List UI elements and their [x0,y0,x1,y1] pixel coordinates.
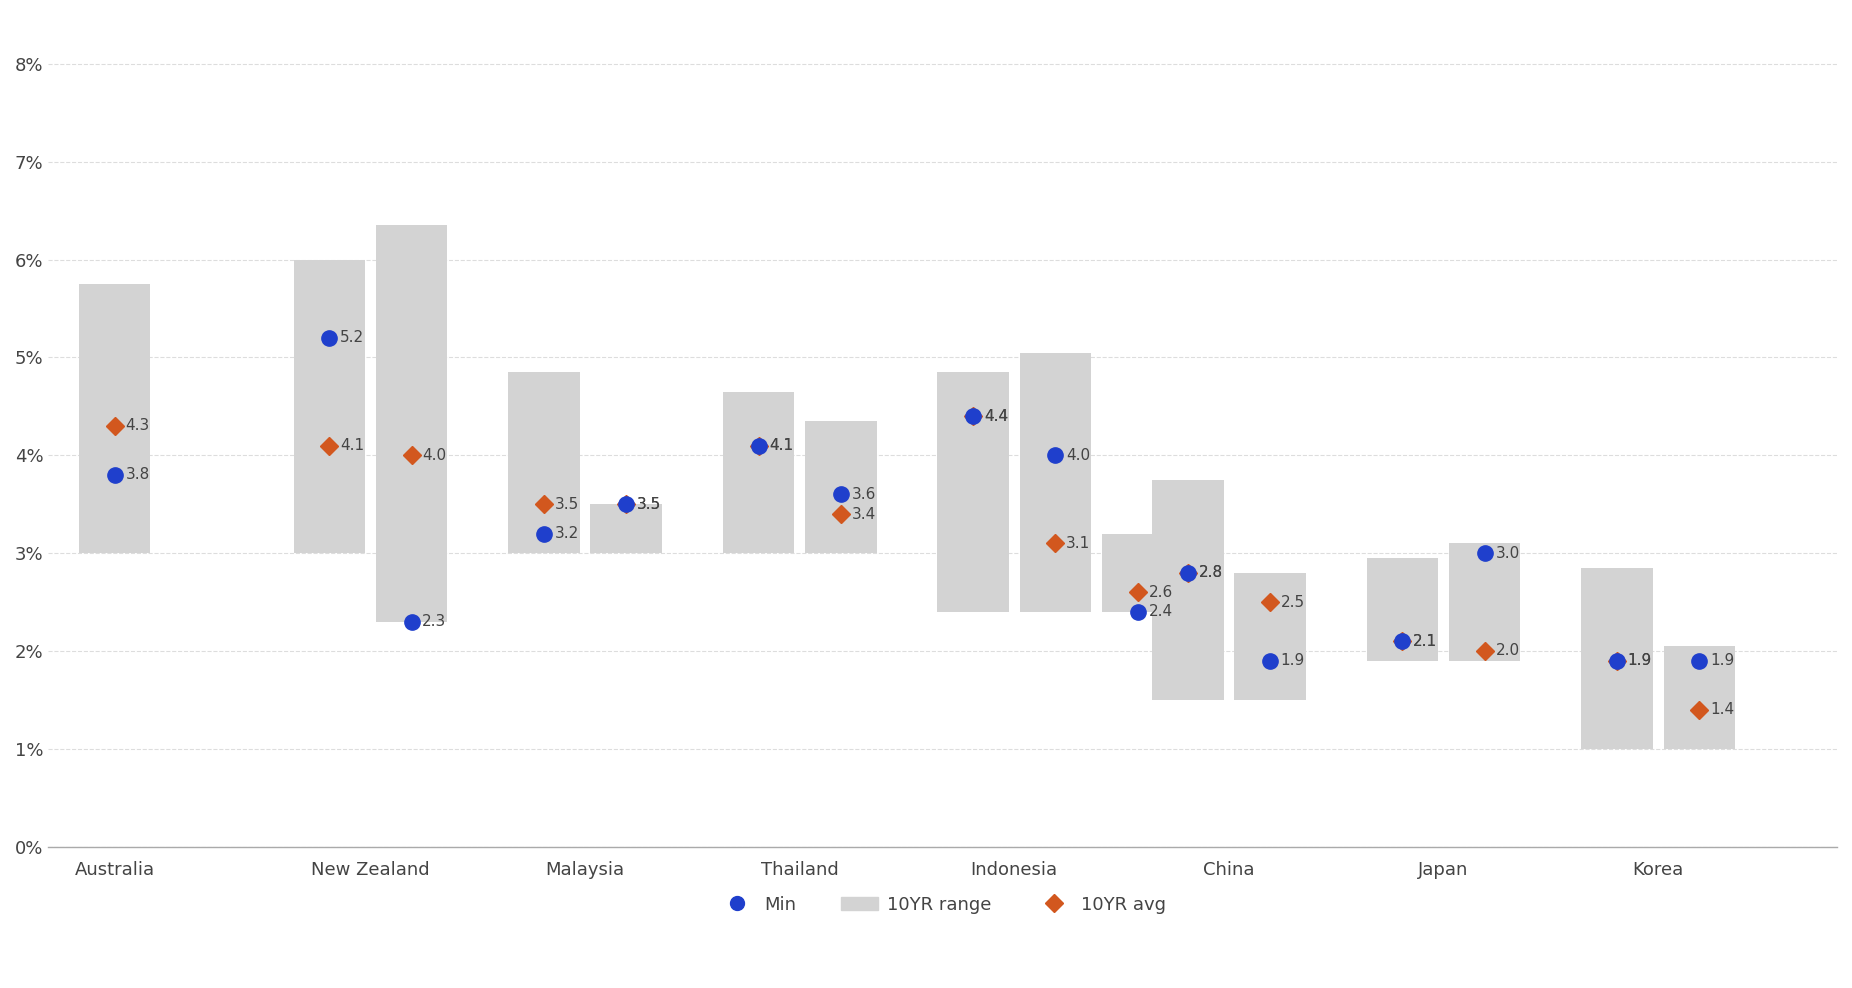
Text: 3.5: 3.5 [554,497,580,512]
Text: 4.4: 4.4 [983,409,1007,424]
Text: 4.3: 4.3 [126,419,150,434]
Bar [722,391,795,553]
Bar [806,421,876,553]
Text: 3.0: 3.0 [1495,545,1520,560]
Text: 2.5: 2.5 [1282,595,1306,610]
Text: 1.9: 1.9 [1628,653,1652,668]
Text: 2.8: 2.8 [1198,565,1222,580]
Text: 4.0: 4.0 [422,448,446,462]
Text: 3.6: 3.6 [852,487,876,502]
Bar [293,260,365,553]
Text: 2.8: 2.8 [1198,565,1222,580]
Text: 4.1: 4.1 [769,438,793,453]
Text: 4.0: 4.0 [1067,448,1091,462]
Text: 5.2: 5.2 [341,330,365,346]
Text: 4.1: 4.1 [769,438,793,453]
Text: 2.4: 2.4 [1148,605,1172,619]
Text: 3.5: 3.5 [637,497,661,512]
Bar [80,285,150,553]
Bar [1102,534,1174,612]
Bar [1233,573,1306,700]
Text: 1.4: 1.4 [1709,702,1733,717]
Text: 3.4: 3.4 [852,507,876,522]
Text: 1.9: 1.9 [1282,653,1306,668]
Bar [1020,353,1091,612]
Text: 1.9: 1.9 [1709,653,1733,668]
Bar [1582,568,1652,749]
Text: 3.5: 3.5 [637,497,661,512]
Text: 2.6: 2.6 [1148,585,1172,600]
Bar [376,225,448,621]
Bar [591,504,661,553]
Text: 3.1: 3.1 [1067,535,1091,551]
Text: 2.1: 2.1 [1413,633,1437,649]
Text: 3.2: 3.2 [554,526,580,541]
Bar [507,372,580,553]
Bar [1367,558,1439,661]
Bar [937,372,1009,612]
Text: 4.1: 4.1 [341,438,365,453]
Bar [1152,480,1224,700]
Text: 4.4: 4.4 [983,409,1007,424]
Legend: Min, 10YR range, 10YR avg: Min, 10YR range, 10YR avg [711,888,1174,921]
Bar [1448,543,1520,661]
Text: 2.1: 2.1 [1413,633,1437,649]
Text: 3.8: 3.8 [126,467,150,482]
Bar [1663,646,1735,749]
Text: 2.0: 2.0 [1495,643,1519,658]
Text: 1.9: 1.9 [1628,653,1652,668]
Text: 2.3: 2.3 [422,615,446,629]
